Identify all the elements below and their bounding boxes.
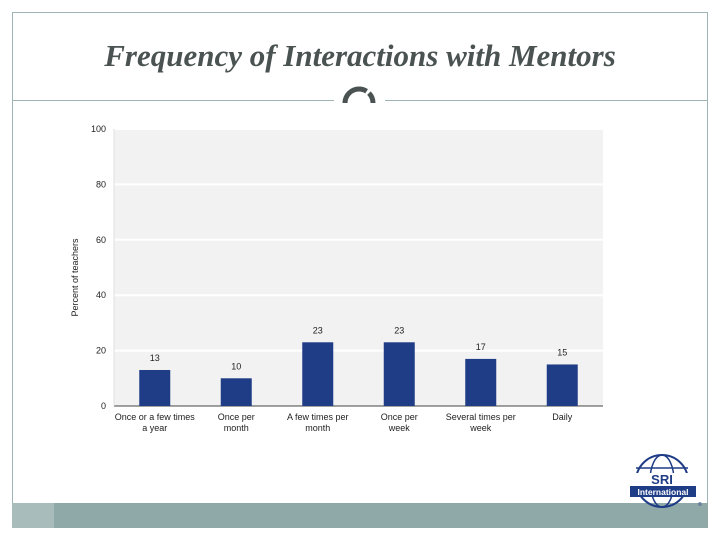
x-tick-label: Once or a few times <box>115 412 196 422</box>
data-label: 17 <box>476 342 486 352</box>
slide-title: Frequency of Interactions with Mentors <box>104 38 616 73</box>
y-tick-label: 60 <box>96 235 106 245</box>
y-tick-label: 20 <box>96 346 106 356</box>
x-tick-label: month <box>224 423 249 433</box>
y-axis-label: Percent of teachers <box>70 238 80 317</box>
footer-bar-accent <box>12 503 54 528</box>
data-label: 23 <box>313 325 323 335</box>
bar <box>465 358 497 406</box>
y-tick-label: 40 <box>96 290 106 300</box>
logo-text-sub: International <box>637 487 688 497</box>
y-tick-label: 100 <box>91 124 106 134</box>
x-tick-label: Daily <box>552 412 573 422</box>
x-tick-label: A few times per <box>287 412 349 422</box>
data-label: 15 <box>557 347 567 357</box>
y-tick-label: 80 <box>96 179 106 189</box>
bar <box>546 364 578 406</box>
x-tick-label: a year <box>142 423 167 433</box>
x-tick-label: month <box>305 423 330 433</box>
x-tick-label: Several times per <box>446 412 516 422</box>
plot-area <box>114 129 603 406</box>
logo-text-main: SRI <box>651 472 673 487</box>
y-tick-label: 0 <box>101 401 106 411</box>
data-label: 13 <box>150 353 160 363</box>
x-tick-label: Once per <box>381 412 418 422</box>
bar <box>139 369 171 406</box>
data-label: 10 <box>231 361 241 371</box>
sri-international-logo: SRI International ® <box>630 454 702 508</box>
title-ornament-icon <box>342 86 376 104</box>
title-rule-left <box>12 100 334 101</box>
x-tick-label: week <box>388 423 411 433</box>
title-rule-right <box>385 100 708 101</box>
data-label: 23 <box>394 325 404 335</box>
x-tick-label: Once per <box>218 412 255 422</box>
footer-bar <box>12 503 708 528</box>
bar <box>302 342 334 406</box>
bar <box>220 378 252 406</box>
x-tick-label: week <box>469 423 492 433</box>
svg-text:®: ® <box>698 501 702 508</box>
bar <box>383 342 415 406</box>
